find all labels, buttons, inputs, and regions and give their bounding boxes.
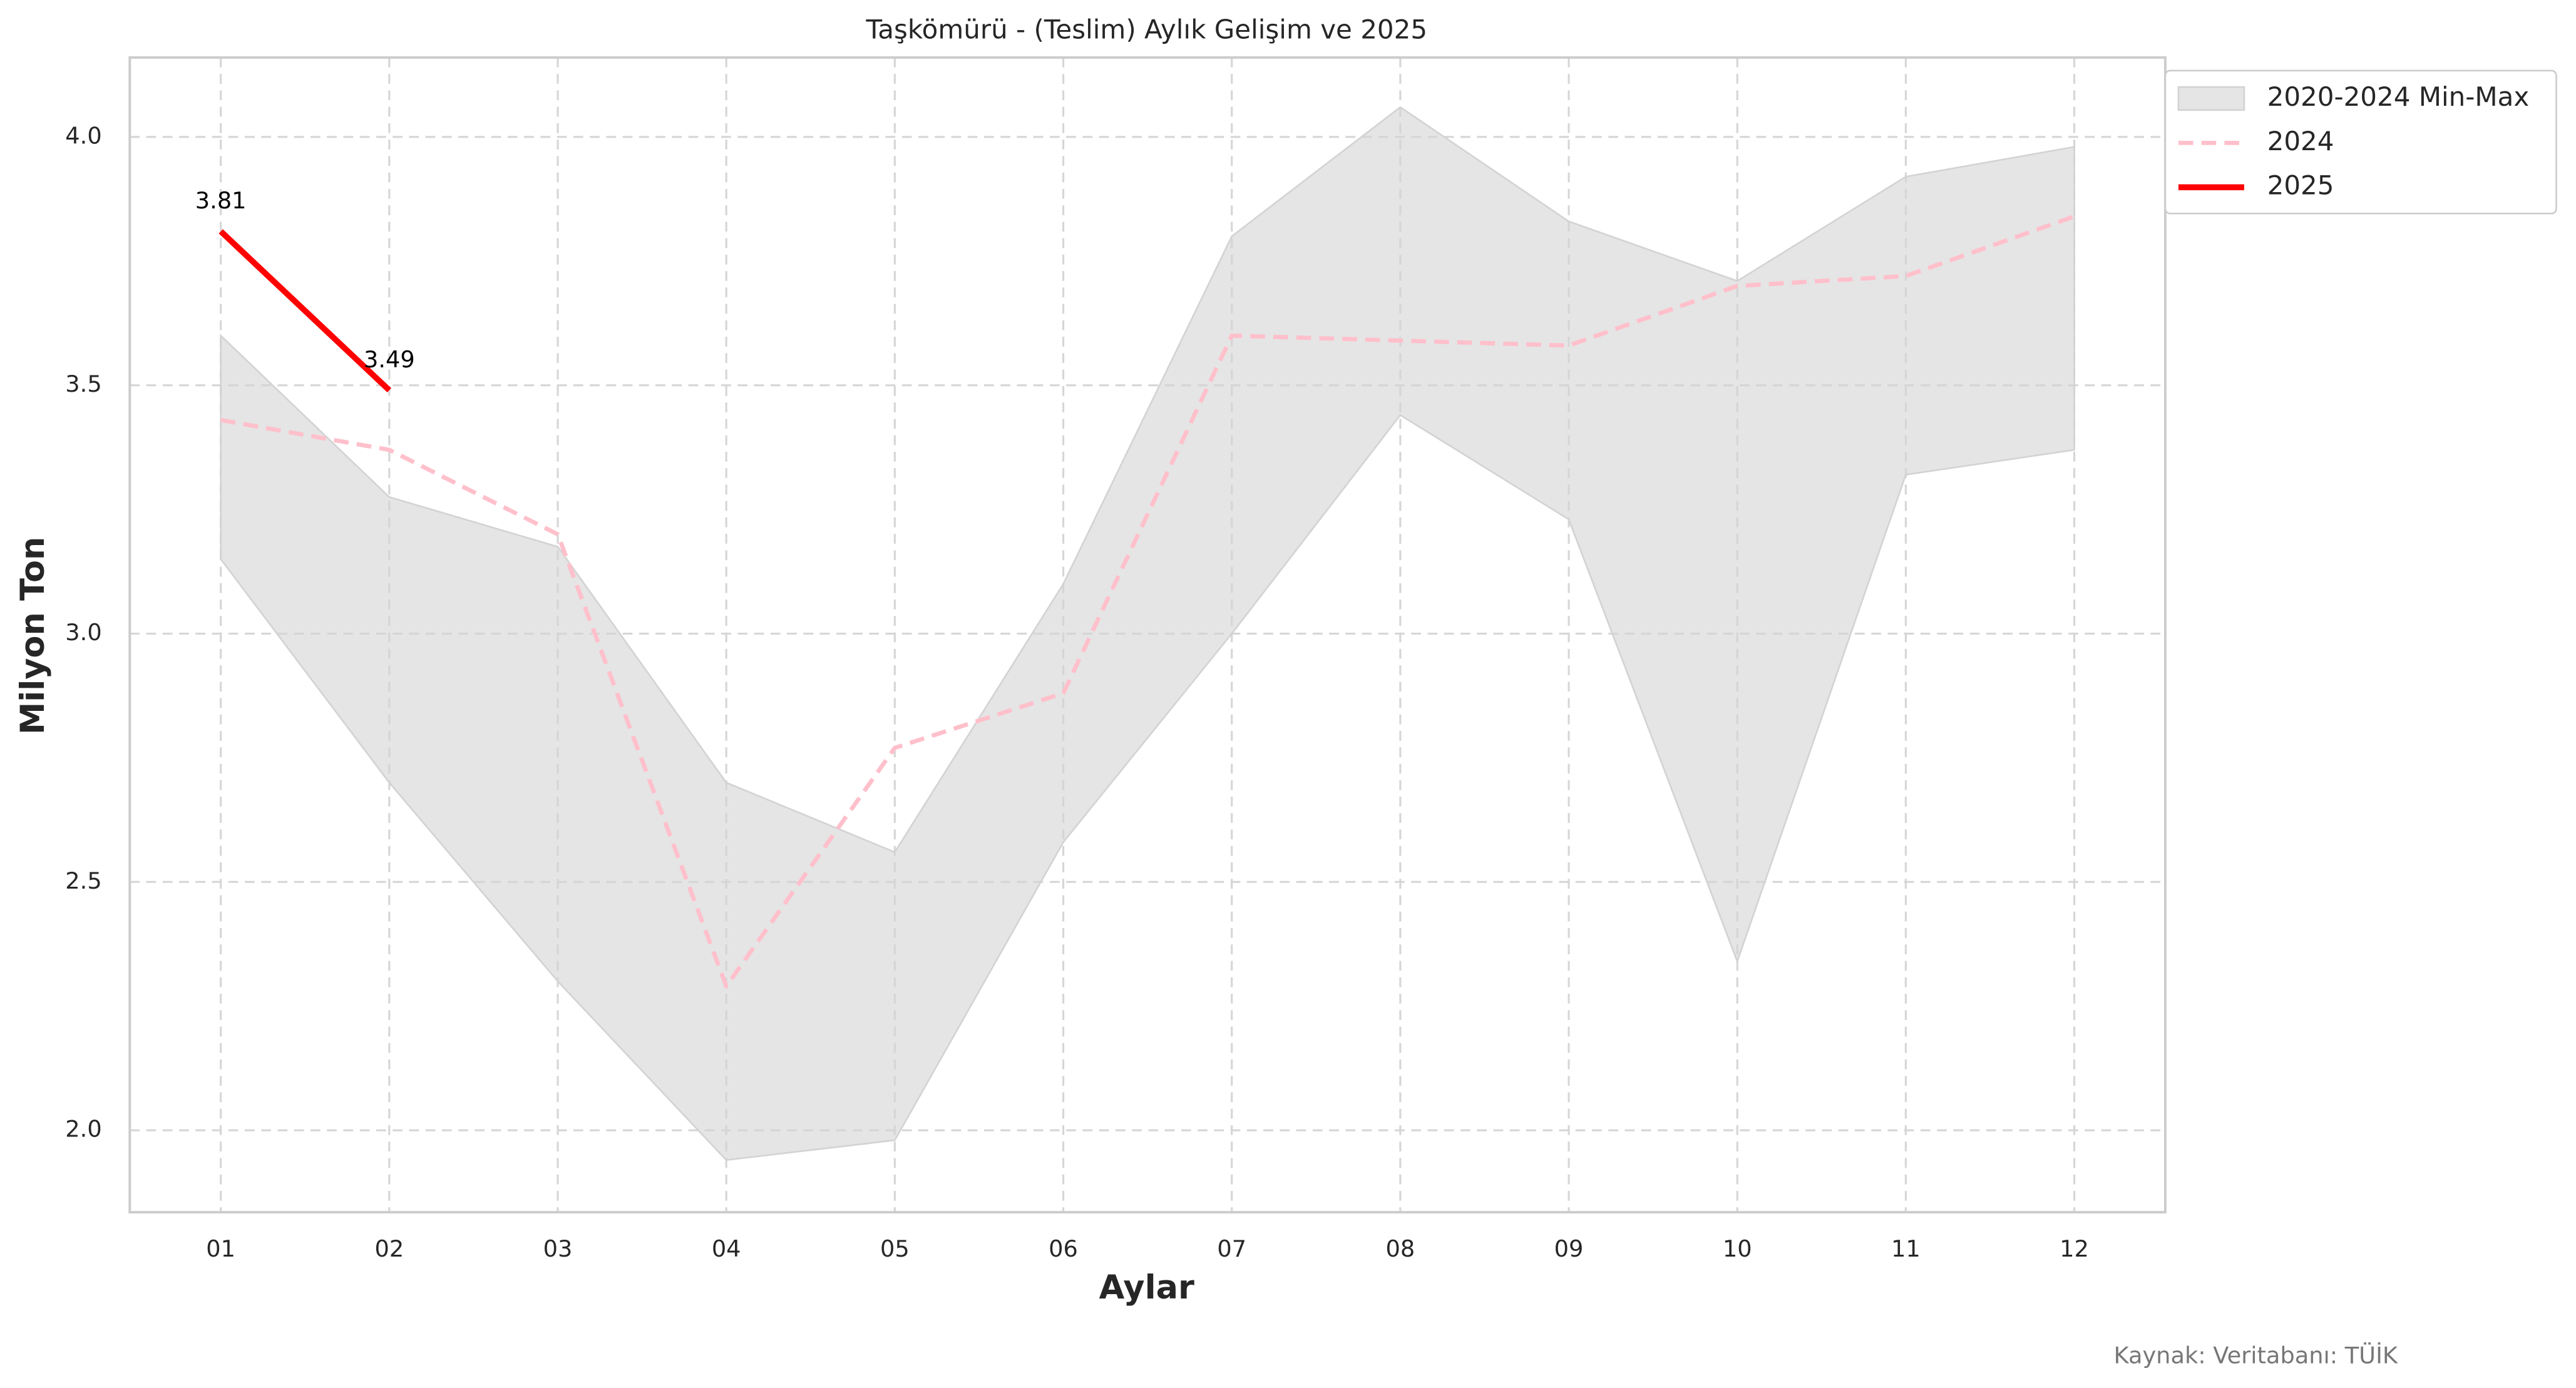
y-axis-label: Milyon Ton — [14, 537, 52, 735]
legend-label: 2024 — [2267, 126, 2334, 156]
y-tick-label: 2.0 — [65, 1116, 101, 1143]
source-note: Kaynak: Veritabanı: TÜİK — [2114, 1342, 2398, 1369]
legend-label: 2025 — [2267, 170, 2334, 201]
x-tick-label: 03 — [543, 1235, 573, 1262]
line-series — [220, 214, 2075, 989]
x-tick-label: 02 — [374, 1235, 404, 1262]
value-label: 3.81 — [195, 187, 247, 214]
x-axis-label: Aylar — [1099, 1268, 1194, 1307]
legend-swatch — [2177, 86, 2245, 111]
y-tick-label: 4.0 — [65, 122, 101, 149]
x-tick-label: 11 — [1891, 1235, 1921, 1262]
x-tick-label: 08 — [1386, 1235, 1415, 1262]
x-tick-label: 04 — [712, 1235, 741, 1262]
x-tick-label: 06 — [1049, 1235, 1078, 1262]
x-tick-label: 09 — [1554, 1235, 1584, 1262]
legend-label: 2020-2024 Min-Max — [2267, 81, 2530, 112]
min-max-band — [220, 106, 2075, 1161]
chart-title: Taşkömürü - (Teslim) Aylık Gelişim ve 20… — [866, 14, 1428, 44]
value-label: 3.49 — [364, 346, 415, 373]
x-tick-label: 05 — [880, 1235, 910, 1262]
y-tick-label: 3.5 — [65, 370, 101, 397]
plot-frame — [128, 56, 2167, 1214]
x-tick-label: 01 — [206, 1235, 235, 1262]
line-series — [218, 229, 392, 393]
x-tick-label: 07 — [1217, 1235, 1246, 1262]
y-tick-label: 3.0 — [65, 619, 101, 646]
y-tick-label: 2.5 — [65, 867, 101, 894]
x-tick-label: 12 — [2060, 1235, 2089, 1262]
legend-box — [2164, 69, 2557, 215]
x-tick-label: 10 — [1723, 1235, 1752, 1262]
